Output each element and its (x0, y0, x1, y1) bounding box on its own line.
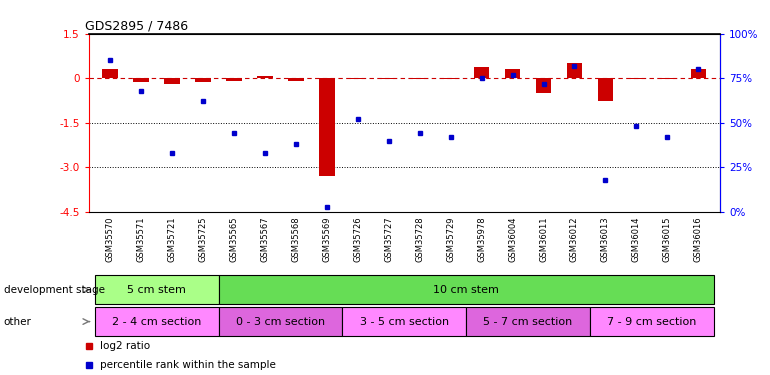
Bar (343, 307, 466, 336)
Bar (691, 69, 706, 78)
Bar (226, 78, 242, 81)
Text: GSM35727: GSM35727 (384, 217, 393, 262)
Text: GSM35726: GSM35726 (353, 217, 363, 262)
Text: GSM35729: GSM35729 (446, 217, 455, 262)
Bar (219, 307, 343, 336)
Bar (95, 307, 219, 336)
Text: 5 cm stem: 5 cm stem (127, 285, 186, 295)
Text: 3 - 5 cm section: 3 - 5 cm section (360, 316, 449, 327)
Bar (381, 78, 397, 80)
Bar (443, 78, 458, 80)
Text: 0 - 3 cm section: 0 - 3 cm section (236, 316, 325, 327)
Text: 2 - 4 cm section: 2 - 4 cm section (112, 316, 201, 327)
Text: GSM36004: GSM36004 (508, 217, 517, 262)
Text: log2 ratio: log2 ratio (100, 341, 150, 351)
Bar (474, 67, 490, 78)
Bar (536, 78, 551, 93)
Bar (196, 78, 211, 82)
Text: percentile rank within the sample: percentile rank within the sample (100, 360, 276, 369)
Text: GSM35978: GSM35978 (477, 217, 486, 262)
Text: GSM36013: GSM36013 (601, 217, 610, 262)
Bar (660, 78, 675, 80)
Text: GSM36016: GSM36016 (694, 217, 703, 262)
Text: GSM35568: GSM35568 (291, 217, 300, 262)
Bar (102, 69, 118, 78)
Bar (505, 69, 521, 78)
Bar (288, 78, 303, 81)
Bar (133, 78, 149, 82)
Text: GSM35728: GSM35728 (415, 217, 424, 262)
Bar (466, 307, 590, 336)
Bar (219, 275, 714, 304)
Text: GSM36011: GSM36011 (539, 217, 548, 262)
Bar (567, 63, 582, 78)
Bar (412, 78, 427, 80)
Text: GSM35567: GSM35567 (260, 217, 269, 262)
Text: 7 - 9 cm section: 7 - 9 cm section (608, 316, 697, 327)
Text: GSM36014: GSM36014 (632, 217, 641, 262)
Text: GSM36015: GSM36015 (663, 217, 672, 262)
Text: GSM35569: GSM35569 (323, 217, 331, 262)
Text: GSM36012: GSM36012 (570, 217, 579, 262)
Text: GSM35571: GSM35571 (136, 217, 146, 262)
Bar (319, 78, 335, 176)
Bar (257, 76, 273, 78)
Text: GDS2895 / 7486: GDS2895 / 7486 (85, 20, 189, 33)
Text: 5 - 7 cm section: 5 - 7 cm section (484, 316, 573, 327)
Bar (598, 78, 613, 101)
Bar (164, 78, 180, 84)
Text: GSM35565: GSM35565 (229, 217, 239, 262)
Text: GSM35721: GSM35721 (168, 217, 176, 262)
Bar (350, 78, 366, 80)
Bar (590, 307, 714, 336)
Text: GSM35725: GSM35725 (199, 217, 208, 262)
Text: development stage: development stage (4, 285, 105, 295)
Bar (95, 275, 219, 304)
Bar (628, 78, 644, 80)
Text: other: other (4, 316, 32, 327)
Text: GSM35570: GSM35570 (105, 217, 115, 262)
Text: 10 cm stem: 10 cm stem (434, 285, 499, 295)
